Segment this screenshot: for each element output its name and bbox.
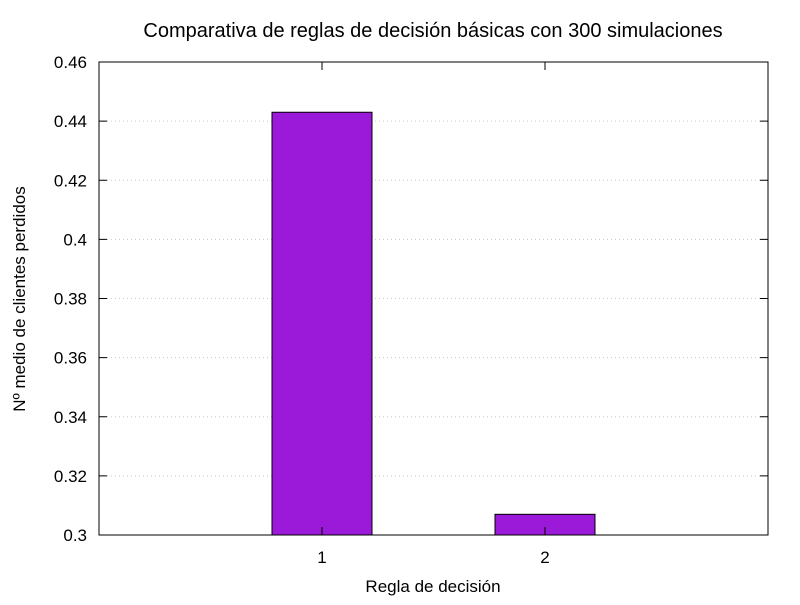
y-tick-label: 0.38 [54, 290, 87, 309]
y-tick-label: 0.42 [54, 171, 87, 190]
y-tick-label: 0.4 [63, 230, 87, 249]
y-tick-label: 0.46 [54, 53, 87, 72]
y-tick-labels: 0.3 0.32 0.34 0.36 0.38 0.4 0.42 0.44 0.46 [54, 53, 87, 545]
y-tick-label: 0.36 [54, 349, 87, 368]
x-tick-label: 2 [540, 548, 549, 567]
y-tick-label: 0.44 [54, 112, 87, 131]
y-tick-label: 0.3 [63, 526, 87, 545]
y-tick-label: 0.34 [54, 408, 87, 427]
y-axis-label: Nº medio de clientes perdidos [10, 186, 29, 411]
bar-1 [271, 111, 373, 536]
y-tick-label: 0.32 [54, 467, 87, 486]
x-tick-label: 1 [317, 548, 326, 567]
x-axis-label: Regla de decisión [365, 577, 500, 596]
bars [271, 111, 596, 536]
tick-marks [99, 61, 768, 536]
chart-title: Comparativa de reglas de decisión básica… [143, 20, 722, 42]
